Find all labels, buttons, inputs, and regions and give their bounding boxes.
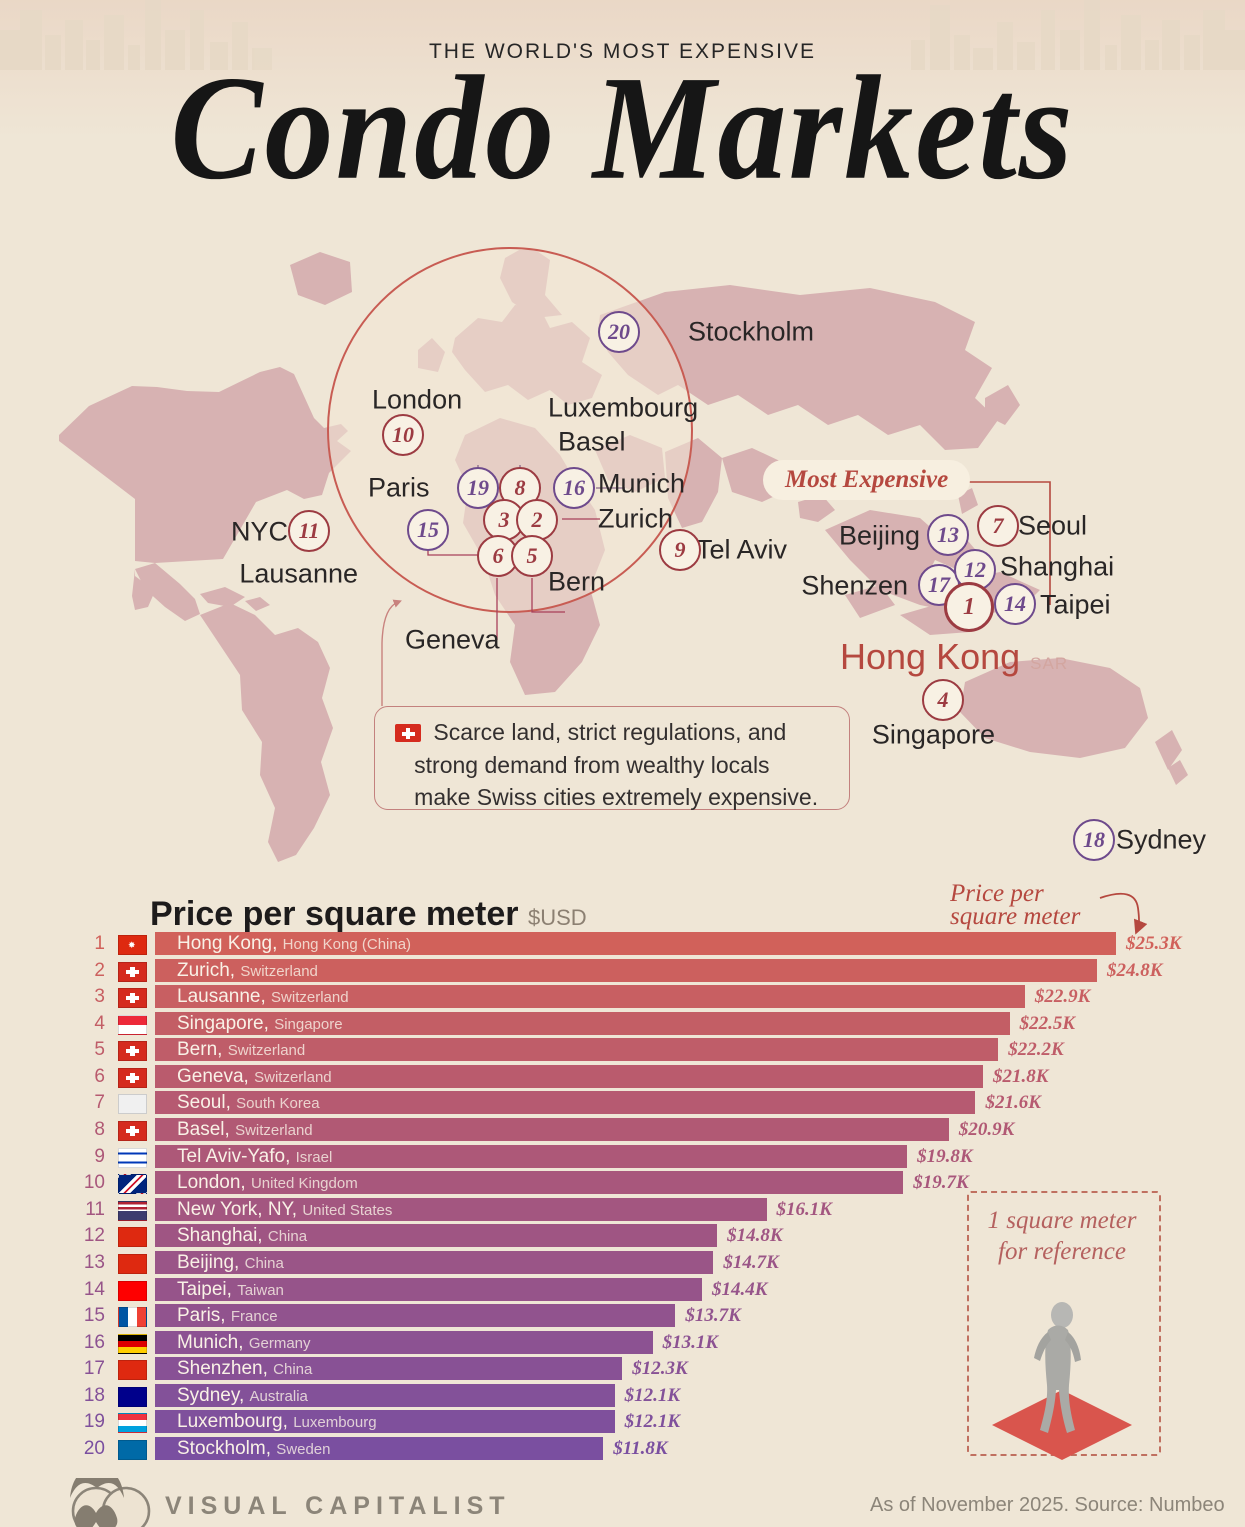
svg-text:square meter: square meter <box>950 903 1081 930</box>
